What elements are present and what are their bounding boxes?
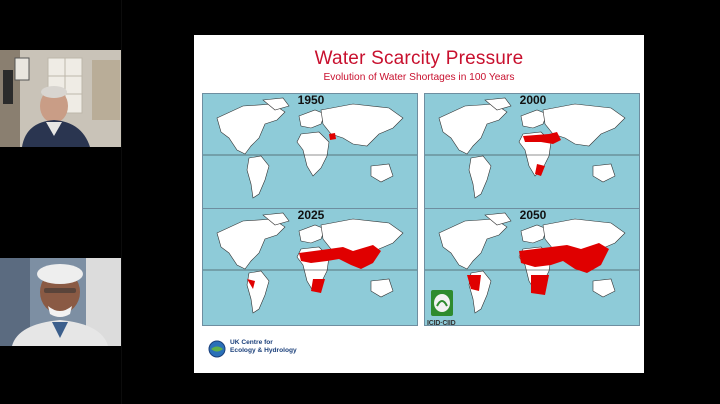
world-map-2025-graphic: [203, 212, 417, 314]
world-map-2000: 2000: [424, 93, 640, 211]
shared-screen-slide: Water Scarcity Pressure Evolution of Wat…: [194, 35, 644, 373]
map-year-2000: 2000: [519, 93, 547, 107]
world-map-1950: 1950: [202, 93, 418, 211]
icid-logo-text: ICID·CIID: [427, 320, 456, 327]
ukceh-globe-icon: [208, 340, 226, 358]
world-map-2025: 2025: [202, 208, 418, 326]
participant-1-image: [0, 50, 122, 147]
icid-logo-mark: [431, 290, 453, 316]
icid-logo: ICID·CIID: [427, 290, 461, 348]
participant-video-2[interactable]: [0, 258, 122, 346]
slide-subtitle: Evolution of Water Shortages in 100 Year…: [323, 72, 515, 83]
map-year-2025: 2025: [297, 208, 325, 222]
world-map-2050: 2050: [424, 208, 640, 326]
slide-title: Water Scarcity Pressure: [314, 48, 524, 69]
icid-emblem-icon: [434, 294, 450, 312]
sidebar-separator: [121, 0, 122, 404]
map-year-1950: 1950: [297, 93, 325, 107]
ukceh-logo: UK Centre for Ecology & Hydrology: [208, 338, 318, 364]
map-year-2050: 2050: [519, 208, 547, 222]
participant-video-1[interactable]: [0, 50, 122, 147]
world-map-1950-graphic: [203, 97, 417, 199]
world-map-2050-graphic: [425, 212, 639, 314]
world-map-2000-graphic: [425, 97, 639, 199]
participant-2-image: [0, 258, 122, 346]
ukceh-logo-text: UK Centre for Ecology & Hydrology: [230, 339, 297, 354]
